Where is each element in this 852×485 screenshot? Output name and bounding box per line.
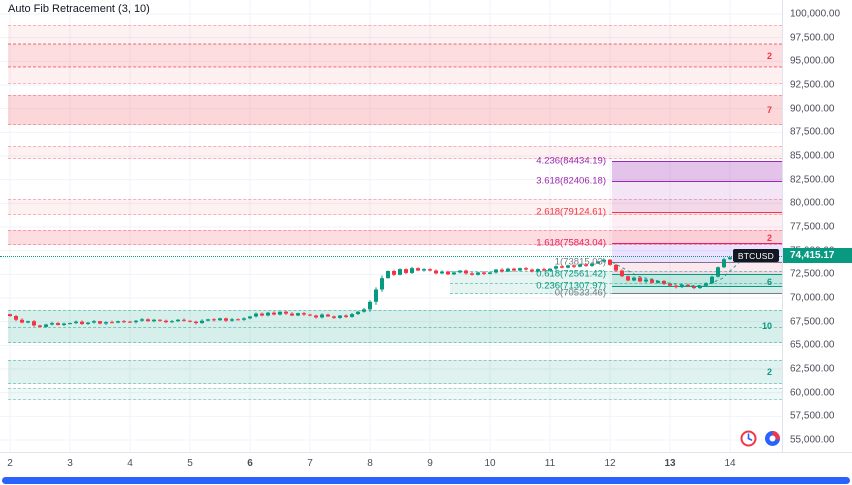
fib-level-line	[612, 285, 782, 287]
event-pie-icon[interactable]	[764, 430, 781, 452]
horizontal-scrollbar[interactable]	[2, 477, 850, 484]
time-axis[interactable]: 2 3 4 5 6 7 8 9 10 11 12 13 14	[0, 452, 852, 478]
time-axis-label: 12	[604, 458, 616, 469]
price-axis-label: 65,000.00	[790, 339, 835, 351]
demand-zone	[8, 309, 782, 343]
time-axis-label: 9	[427, 458, 433, 469]
event-icons	[740, 430, 781, 452]
fib-zone-fill	[612, 211, 782, 243]
price-axis-label: 95,000.00	[790, 55, 835, 67]
time-axis-label: 6	[247, 458, 253, 469]
price-axis-label: 70,000.00	[790, 292, 835, 304]
supply-zone	[8, 67, 782, 84]
last-price-label: 74,415.17	[783, 248, 852, 264]
price-axis-label: 92,500.00	[790, 79, 835, 91]
time-axis-label: 8	[367, 458, 373, 469]
price-axis-label: 60,000.00	[790, 387, 835, 399]
supply-zone	[8, 24, 782, 44]
event-clock-icon[interactable]	[740, 430, 757, 452]
time-axis-label: 11	[544, 458, 556, 469]
fib-level-line	[612, 273, 782, 275]
price-axis-label: 67,500.00	[790, 316, 835, 328]
price-axis-label: 82,500.00	[790, 174, 835, 186]
fib-level-line	[612, 261, 782, 263]
price-axis-label: 57,500.00	[790, 410, 835, 422]
fib-level-line	[612, 292, 782, 294]
time-axis-label: 13	[664, 458, 676, 469]
fib-zone-fill	[612, 273, 782, 286]
time-axis-label: 3	[67, 458, 73, 469]
price-axis-label: 87,500.00	[790, 126, 835, 138]
price-axis-label: 77,500.00	[790, 221, 835, 233]
price-axis-label: 62,500.00	[790, 363, 835, 375]
symbol-tag: BTCUSD	[732, 249, 779, 263]
gridlines	[0, 0, 782, 452]
time-axis-label: 14	[724, 458, 736, 469]
fib-level-line	[612, 211, 782, 213]
demand-zone	[8, 360, 782, 384]
supply-zone	[8, 230, 782, 245]
supply-zone	[8, 198, 782, 215]
supply-demand-zones	[8, 24, 782, 400]
supply-zone	[8, 145, 782, 159]
fib-zone-fill	[612, 285, 782, 293]
baseline-zigzag-line	[611, 259, 743, 287]
fib-level-line	[612, 242, 782, 244]
price-axis-label: 90,000.00	[790, 103, 835, 115]
time-axis-label: 10	[484, 458, 496, 469]
price-axis-label: 80,000.00	[790, 197, 835, 209]
price-axis-label: 72,500.00	[790, 268, 835, 280]
fib-zone-fill	[612, 180, 782, 212]
price-axis[interactable]: 74,415.17 100,000.00 97,500.00 95,000.00 92…	[782, 0, 852, 452]
price-axis-label: 100,000.00	[790, 8, 841, 20]
fib-level-line	[612, 180, 782, 182]
fib-level-line	[612, 161, 782, 163]
zone-midline	[450, 283, 782, 285]
demand-zone	[8, 387, 782, 400]
time-axis-label: 4	[127, 458, 133, 469]
zone-midline	[8, 326, 782, 328]
last-price-line	[0, 256, 782, 258]
fib-zone-fill	[612, 161, 782, 181]
time-axis-label: 7	[307, 458, 313, 469]
price-axis-label: 55,000.00	[790, 434, 835, 446]
chart-canvas[interactable]: 2 7 2 6 10 2 4.236(84434.19) 3.618(82406.18) 2.6…	[0, 0, 782, 452]
price-axis-label: 97,500.00	[790, 32, 835, 44]
price-axis-label: 85,000.00	[790, 150, 835, 162]
fib-zone-fill	[612, 261, 782, 274]
time-axis-label: 2	[7, 458, 13, 469]
supply-zone	[8, 44, 782, 68]
indicator-title[interactable]: Auto Fib Retracement (3, 10)	[8, 3, 150, 15]
supply-zone	[8, 94, 782, 125]
time-axis-label: 5	[187, 458, 193, 469]
